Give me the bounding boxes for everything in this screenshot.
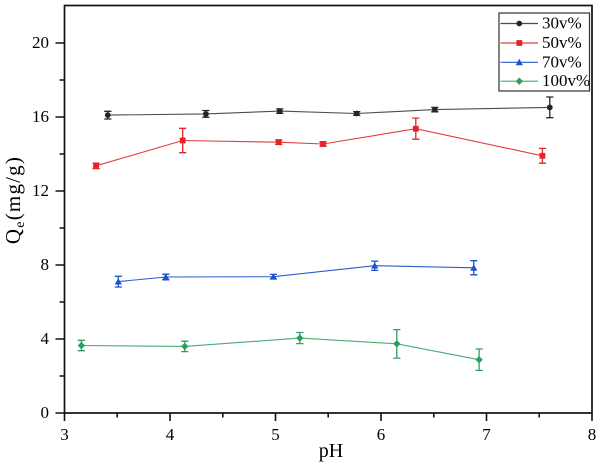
- svg-text:3: 3: [60, 425, 69, 444]
- svg-text:6: 6: [377, 425, 386, 444]
- svg-text:8: 8: [41, 255, 50, 274]
- svg-text:7: 7: [482, 425, 491, 444]
- svg-text:5: 5: [271, 425, 280, 444]
- svg-text:100v%: 100v%: [542, 71, 590, 90]
- svg-text:pH: pH: [319, 440, 343, 462]
- svg-text:30v%: 30v%: [542, 14, 582, 33]
- svg-text:50v%: 50v%: [542, 33, 582, 52]
- svg-text:70v%: 70v%: [542, 52, 582, 71]
- svg-text:16: 16: [32, 107, 49, 126]
- svg-text:12: 12: [32, 181, 49, 200]
- svg-text:4: 4: [166, 425, 175, 444]
- svg-text:0: 0: [41, 403, 50, 422]
- svg-text:20: 20: [32, 33, 49, 52]
- svg-text:Qe(mg/g): Qe(mg/g): [1, 156, 28, 244]
- svg-text:4: 4: [41, 329, 50, 348]
- svg-text:8: 8: [588, 425, 597, 444]
